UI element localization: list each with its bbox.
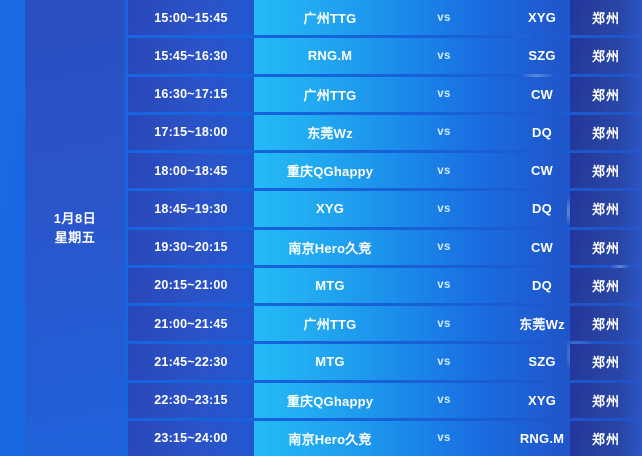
date-column: 1月8日 星期五: [25, 0, 125, 456]
away-team: CW: [530, 239, 554, 255]
away-team: XYG: [527, 10, 557, 26]
match-cell[interactable]: 重庆QGhappy vs CW: [254, 153, 567, 189]
home-team: 广州TTG: [303, 87, 357, 103]
match-time: 20:15~21:00: [128, 267, 254, 303]
away-team: 东莞Wz: [519, 317, 565, 333]
match-cell[interactable]: 南京Hero久竞 vs CW: [254, 229, 567, 265]
away-team: DQ: [532, 201, 552, 217]
vs-label: vs: [437, 11, 451, 24]
table-row[interactable]: 19:30~20:15 南京Hero久竞 vs CW 郑州: [128, 229, 642, 265]
match-time: 15:45~16:30: [128, 38, 254, 74]
home-team: RNG.M: [307, 48, 353, 64]
home-team: 广州TTG: [303, 11, 357, 27]
vs-label: vs: [437, 241, 451, 254]
away-team: CW: [530, 163, 554, 179]
vs-label: vs: [437, 88, 451, 101]
table-row[interactable]: 15:45~16:30 RNG.M vs SZG 郑州: [128, 38, 642, 74]
vs-label: vs: [437, 279, 451, 292]
home-team: 重庆QGhappy: [286, 393, 374, 409]
match-time: 16:30~17:15: [128, 76, 254, 112]
away-team: DQ: [532, 124, 552, 140]
match-time: 21:45~22:30: [128, 344, 254, 380]
match-cell[interactable]: 广州TTG vs CW: [254, 76, 567, 112]
match-cell[interactable]: XYG vs DQ: [254, 191, 567, 227]
table-row[interactable]: 16:30~17:15 广州TTG vs CW 郑州: [128, 76, 642, 112]
table-row[interactable]: 21:45~22:30 MTG vs SZG 郑州: [128, 344, 642, 380]
match-cell[interactable]: 重庆QGhappy vs XYG: [254, 382, 567, 418]
table-row[interactable]: 21:00~21:45 广州TTG vs 东莞Wz 郑州: [128, 306, 642, 342]
vs-label: vs: [437, 394, 451, 407]
match-time: 17:15~18:00: [128, 114, 254, 150]
match-cell[interactable]: 广州TTG vs 东莞Wz: [254, 306, 567, 342]
date-day: 1月8日: [53, 211, 97, 226]
match-cell[interactable]: MTG vs DQ: [254, 267, 567, 303]
vs-label: vs: [437, 49, 451, 62]
match-time: 18:45~19:30: [128, 191, 254, 227]
vs-label: vs: [437, 126, 451, 139]
table-row[interactable]: 22:30~23:15 重庆QGhappy vs XYG 郑州: [128, 382, 642, 418]
away-team: RNG.M: [519, 430, 565, 446]
vs-label: vs: [437, 432, 451, 445]
table-row[interactable]: 17:15~18:00 东莞Wz vs DQ 郑州: [128, 114, 642, 150]
match-cell[interactable]: 广州TTG vs XYG: [254, 0, 567, 36]
home-team: MTG: [315, 354, 345, 370]
away-team: CW: [530, 86, 554, 102]
table-row[interactable]: 23:15~24:00 南京Hero久竞 vs RNG.M 郑州: [128, 420, 642, 456]
date-label: 1月8日 星期五: [54, 209, 96, 247]
vs-label: vs: [437, 202, 451, 215]
home-team: MTG: [315, 277, 345, 293]
match-cell[interactable]: 东莞Wz vs DQ: [254, 114, 567, 150]
away-team: SZG: [528, 48, 556, 64]
match-time: 19:30~20:15: [128, 229, 254, 265]
home-team: 东莞Wz: [307, 125, 353, 141]
table-row[interactable]: 15:00~15:45 广州TTG vs XYG 郑州: [128, 0, 642, 36]
vs-label: vs: [437, 355, 451, 368]
table-row[interactable]: 18:00~18:45 重庆QGhappy vs CW 郑州: [128, 153, 642, 189]
match-time: 18:00~18:45: [128, 153, 254, 189]
match-cell[interactable]: 南京Hero久竞 vs RNG.M: [254, 420, 567, 456]
away-team: DQ: [532, 277, 552, 293]
vs-label: vs: [437, 164, 451, 177]
home-team: XYG: [315, 201, 345, 217]
home-team: 南京Hero久竞: [288, 431, 372, 447]
away-team: SZG: [528, 354, 556, 370]
table-row[interactable]: 20:15~21:00 MTG vs DQ 郑州: [128, 267, 642, 303]
away-team: XYG: [527, 392, 557, 408]
match-time: 15:00~15:45: [128, 0, 254, 36]
home-team: 南京Hero久竞: [288, 240, 372, 256]
home-team: 重庆QGhappy: [286, 164, 374, 180]
table-row[interactable]: 18:45~19:30 XYG vs DQ 郑州: [128, 191, 642, 227]
date-weekday: 星期五: [54, 230, 96, 245]
match-time: 22:30~23:15: [128, 382, 254, 418]
match-cell[interactable]: RNG.M vs SZG: [254, 38, 567, 74]
match-time: 23:15~24:00: [128, 420, 254, 456]
home-team: 广州TTG: [303, 317, 357, 333]
match-cell[interactable]: MTG vs SZG: [254, 344, 567, 380]
vs-label: vs: [437, 317, 451, 330]
schedule-rows: 15:00~15:45 广州TTG vs XYG 郑州 15:45~16:30 RNG.M v…: [128, 0, 642, 456]
match-time: 21:00~21:45: [128, 306, 254, 342]
